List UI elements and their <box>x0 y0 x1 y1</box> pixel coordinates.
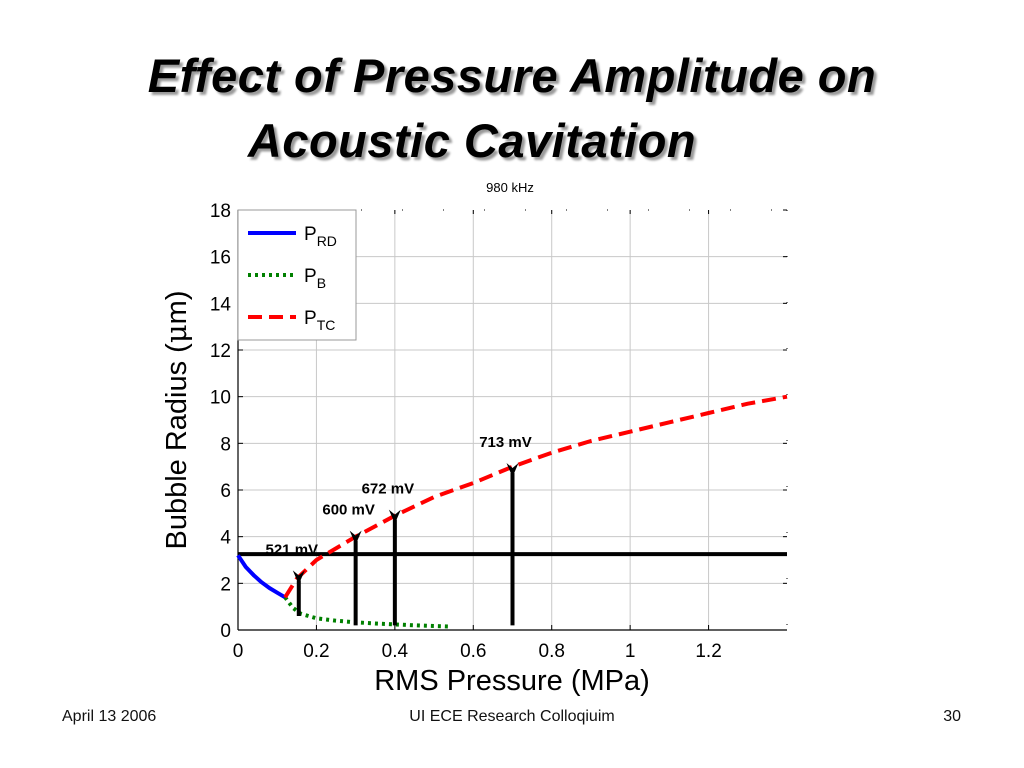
series-line-p-rd <box>236 554 287 600</box>
page-number: 30 <box>943 708 961 725</box>
marker-label: 672 mV <box>362 481 415 498</box>
series-line-p-tc <box>283 394 788 599</box>
legend-label: PRD <box>304 224 337 249</box>
slide-title-line-2: Acoustic Cavitation <box>247 114 697 167</box>
legend: PRD PB PTC <box>237 209 357 341</box>
y-tick-label: 14 <box>210 294 232 315</box>
slide-title-line-1: Effect of Pressure Amplitude on <box>147 49 877 102</box>
y-tick-label: 0 <box>220 621 231 642</box>
x-tick-label: 1.2 <box>695 641 721 662</box>
footer-title: UI ECE Research Colloqiuim <box>409 708 615 725</box>
legend-label: PB <box>304 266 326 291</box>
x-tick-label: 1 <box>625 641 636 662</box>
y-tick-label: 4 <box>220 528 231 549</box>
x-tick-label: 0 <box>233 641 244 662</box>
x-tick-label: 0.6 <box>460 641 486 662</box>
x-axis-label: RMS Pressure (MPa) <box>374 665 650 697</box>
marker-label: 600 mV <box>322 502 375 519</box>
y-tick-label: 8 <box>220 434 231 455</box>
y-tick-label: 6 <box>220 481 231 502</box>
marker-label: 521 mV <box>266 541 319 558</box>
marker-arrow <box>292 570 305 585</box>
x-tick-label: 0.4 <box>382 641 409 662</box>
marker-label: 713 mV <box>479 434 532 451</box>
marker-arrow <box>349 530 362 545</box>
x-tick-label: 0.2 <box>303 641 329 662</box>
legend-label: PTC <box>304 308 335 333</box>
y-tick-label: 12 <box>210 341 231 362</box>
chart-title: 980 kHz <box>486 180 534 195</box>
y-tick-label: 2 <box>220 574 231 595</box>
x-tick-label: 0.8 <box>539 641 565 662</box>
y-tick-label: 16 <box>210 248 231 269</box>
y-tick-label: 18 <box>210 201 231 222</box>
y-tick-label: 10 <box>210 388 231 409</box>
y-axis-label: Bubble Radius (μm) <box>159 290 193 549</box>
marker-arrow <box>388 509 401 524</box>
marker-arrow <box>506 463 519 477</box>
footer-date: April 13 2006 <box>62 708 157 725</box>
